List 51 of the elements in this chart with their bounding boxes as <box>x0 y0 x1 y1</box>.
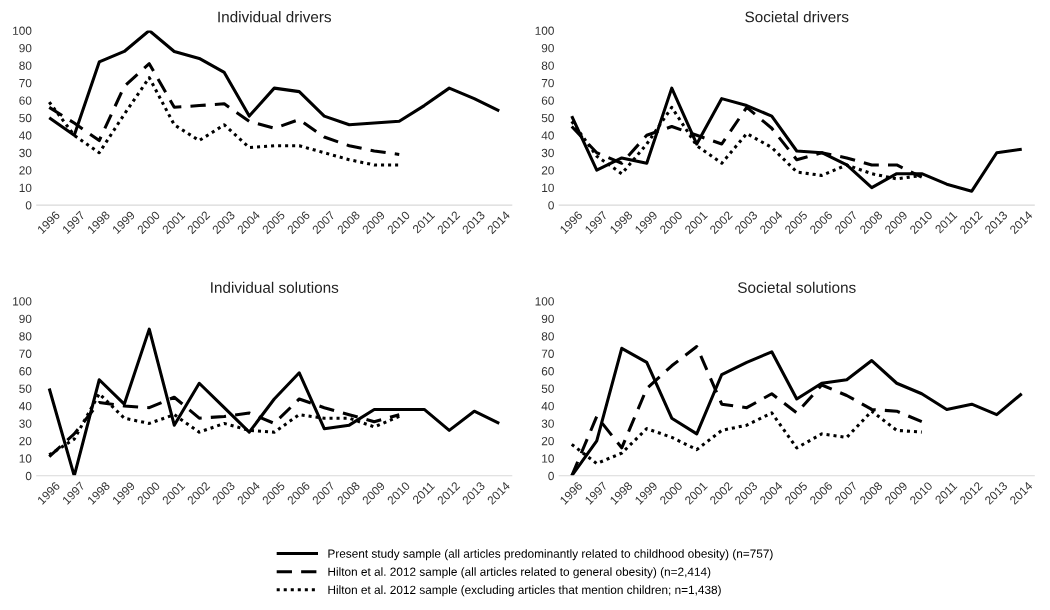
y-tick-label: 40 <box>19 131 32 140</box>
y-tick-label: 70 <box>541 78 554 88</box>
legend-label: Present study sample (all articles predominantly related to childhood obesity) (n=757) <box>328 549 773 561</box>
y-tick-label: 50 <box>541 113 554 123</box>
y-tick-label: 40 <box>541 401 554 411</box>
y-tick-label: 20 <box>19 436 32 446</box>
y-tick-label: 50 <box>19 384 32 393</box>
y-tick-label: 60 <box>541 96 554 105</box>
y-tick-label: 20 <box>541 436 554 446</box>
y-tick-label: 90 <box>19 44 32 53</box>
y-tick-label: 100 <box>13 297 32 306</box>
y-tick-label: 0 <box>25 201 32 210</box>
y-tick-label: 90 <box>541 314 554 324</box>
y-tick-label: 20 <box>541 166 554 175</box>
chart-title: Individual solutions <box>211 281 339 293</box>
y-tick-label: 60 <box>541 367 554 376</box>
y-tick-label: 10 <box>19 454 32 463</box>
y-tick-label: 100 <box>535 297 554 306</box>
y-tick-label: 70 <box>541 349 554 358</box>
y-tick-label: 10 <box>542 183 554 193</box>
legend-label: Hilton et al. 2012 sample (all articles related to general obesity) (n=2,414) <box>328 567 711 579</box>
y-tick-label: 70 <box>19 349 32 358</box>
chart-title: Individual drivers <box>218 11 332 23</box>
y-tick-label: 0 <box>548 471 554 481</box>
chart-title: Societal solutions <box>738 281 856 293</box>
y-tick-label: 80 <box>19 61 32 70</box>
y-tick-label: 10 <box>542 454 554 463</box>
y-tick-label: 0 <box>25 471 32 481</box>
y-tick-label: 0 <box>548 201 554 210</box>
y-tick-label: 50 <box>541 384 554 393</box>
y-tick-label: 50 <box>19 113 32 123</box>
y-tick-label: 40 <box>19 401 32 411</box>
y-tick-label: 90 <box>541 44 554 53</box>
y-tick-label: 90 <box>19 314 32 324</box>
y-tick-label: 60 <box>19 367 32 376</box>
y-tick-label: 30 <box>19 148 32 158</box>
y-tick-label: 60 <box>19 96 32 105</box>
chart-title: Societal drivers <box>745 11 849 23</box>
y-tick-label: 30 <box>541 419 554 428</box>
legend-label: Hilton et al. 2012 sample (excluding articles that mention children; n=1,438) <box>328 585 721 597</box>
y-tick-label: 20 <box>19 166 32 175</box>
y-tick-label: 70 <box>19 78 32 88</box>
y-tick-label: 80 <box>19 332 32 341</box>
y-tick-label: 40 <box>541 131 554 140</box>
y-tick-label: 30 <box>541 148 554 158</box>
y-tick-label: 10 <box>19 183 32 193</box>
y-tick-label: 80 <box>541 332 554 341</box>
y-tick-label: 100 <box>535 26 554 35</box>
y-tick-label: 80 <box>541 61 554 70</box>
y-tick-label: 30 <box>19 419 32 428</box>
y-tick-label: 100 <box>13 26 32 35</box>
